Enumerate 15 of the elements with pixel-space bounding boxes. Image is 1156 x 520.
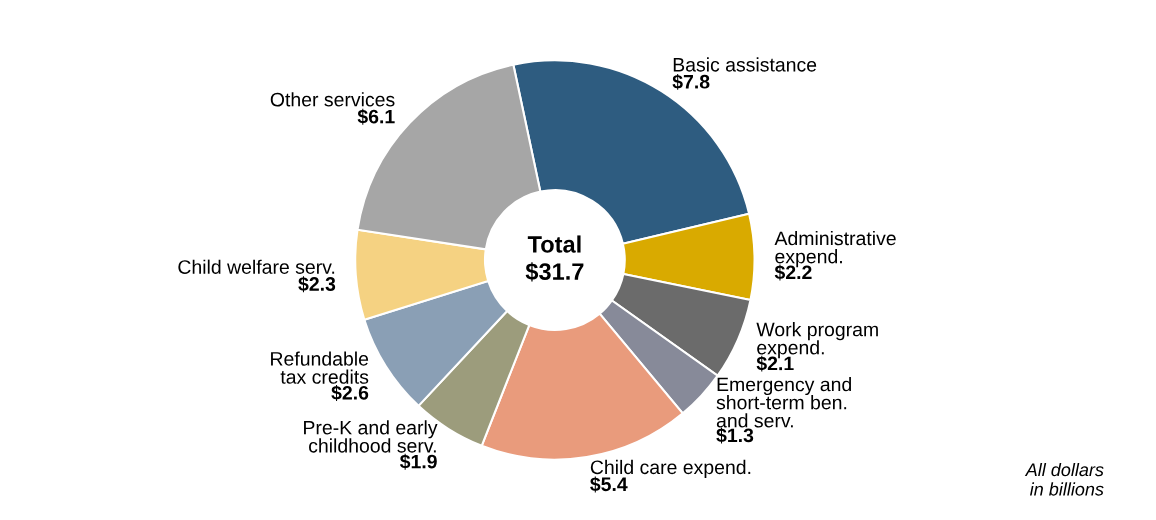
- slice-label: Other services: [270, 92, 395, 107]
- data-label: $5.4: [590, 476, 628, 493]
- slice-label: Emergency and short-term ben. and serv.: [716, 377, 851, 428]
- data-label: $1.9: [399, 453, 437, 470]
- slice-label: Refundable tax credits: [271, 351, 369, 384]
- data-label: $6.1: [357, 108, 395, 125]
- data-label: $1.3: [716, 427, 754, 444]
- slice-label: Basic assistance: [673, 57, 817, 72]
- text: All dollars in billions: [1024, 462, 1104, 496]
- slice-label: Pre-K and early childhood serv.: [304, 420, 438, 453]
- data-label: $2.3: [298, 276, 336, 293]
- text: Total $31.7: [525, 235, 584, 282]
- data-label: $2.6: [331, 385, 369, 401]
- data-label: $7.8: [672, 73, 710, 90]
- slice-label: Child welfare serv.: [178, 259, 335, 274]
